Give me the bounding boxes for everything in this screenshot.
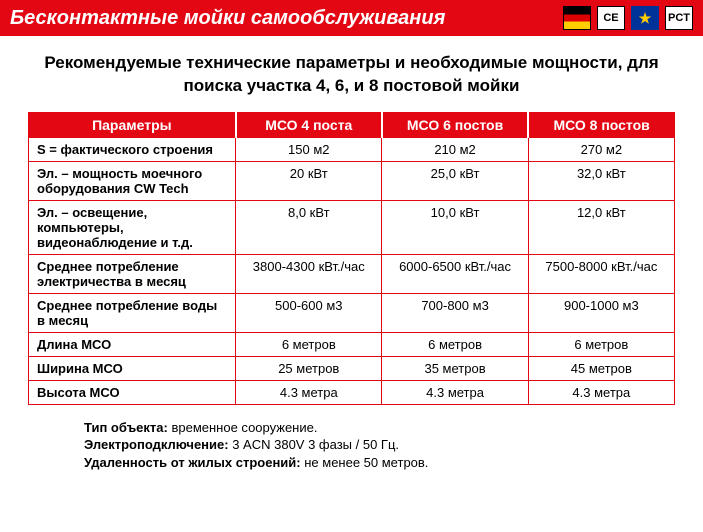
table-row: Эл. – освещение, компьютеры, видеонаблюд…: [29, 200, 675, 254]
spec-table-wrap: Параметры МСО 4 поста МСО 6 постов МСО 8…: [0, 112, 703, 405]
table-header-row: Параметры МСО 4 поста МСО 6 постов МСО 8…: [29, 112, 675, 137]
param-cell: Эл. – мощность моечного оборудования CW …: [29, 161, 236, 200]
table-row: Высота МСО 4.3 метра 4.3 метра 4.3 метра: [29, 380, 675, 404]
param-cell: Длина МСО: [29, 332, 236, 356]
val-cell: 25,0 кВт: [382, 161, 528, 200]
table-row: S = фактического строения 150 м2 210 м2 …: [29, 137, 675, 161]
table-row: Ширина МСО 25 метров 35 метров 45 метров: [29, 356, 675, 380]
page-headline: Рекомендуемые технические параметры и не…: [20, 52, 683, 98]
col-header-parameters: Параметры: [29, 112, 236, 137]
val-cell: 900-1000 м3: [528, 293, 674, 332]
val-cell: 45 метров: [528, 356, 674, 380]
val-cell: 6 метров: [236, 332, 382, 356]
val-cell: 500-600 м3: [236, 293, 382, 332]
val-cell: 210 м2: [382, 137, 528, 161]
note-label: Удаленность от жилых строений:: [84, 455, 301, 470]
footer-notes: Тип объекта: временное сооружение. Элект…: [84, 419, 703, 472]
table-row: Эл. – мощность моечного оборудования CW …: [29, 161, 675, 200]
note-label: Электроподключение:: [84, 437, 229, 452]
val-cell: 6000-6500 кВт./час: [382, 254, 528, 293]
note-line: Тип объекта: временное сооружение.: [84, 419, 703, 437]
table-row: Среднее потребление электричества в меся…: [29, 254, 675, 293]
val-cell: 35 метров: [382, 356, 528, 380]
param-cell: Среднее потребление электричества в меся…: [29, 254, 236, 293]
val-cell: 4.3 метра: [382, 380, 528, 404]
cert-icons: CE ★ PCT: [563, 6, 693, 30]
spec-table: Параметры МСО 4 поста МСО 6 постов МСО 8…: [28, 112, 675, 405]
note-text: не менее 50 метров.: [301, 455, 429, 470]
val-cell: 8,0 кВт: [236, 200, 382, 254]
eu-flag-icon: ★: [631, 6, 659, 30]
banner-title: Бесконтактные мойки самообслуживания: [10, 7, 563, 30]
val-cell: 32,0 кВт: [528, 161, 674, 200]
col-header-mso6: МСО 6 постов: [382, 112, 528, 137]
val-cell: 10,0 кВт: [382, 200, 528, 254]
param-cell: Среднее потребление воды в месяц: [29, 293, 236, 332]
val-cell: 12,0 кВт: [528, 200, 674, 254]
flag-de-icon: [563, 6, 591, 30]
note-text: 3 ACN 380V 3 фазы / 50 Гц.: [229, 437, 399, 452]
param-cell: S = фактического строения: [29, 137, 236, 161]
val-cell: 700-800 м3: [382, 293, 528, 332]
val-cell: 20 кВт: [236, 161, 382, 200]
col-header-mso8: МСО 8 постов: [528, 112, 674, 137]
val-cell: 150 м2: [236, 137, 382, 161]
pct-mark-icon: PCT: [665, 6, 693, 30]
val-cell: 4.3 метра: [236, 380, 382, 404]
note-label: Тип объекта:: [84, 420, 168, 435]
note-text: временное сооружение.: [168, 420, 318, 435]
val-cell: 6 метров: [382, 332, 528, 356]
val-cell: 25 метров: [236, 356, 382, 380]
param-cell: Ширина МСО: [29, 356, 236, 380]
note-line: Электроподключение: 3 ACN 380V 3 фазы / …: [84, 436, 703, 454]
val-cell: 7500-8000 кВт./час: [528, 254, 674, 293]
table-row: Среднее потребление воды в месяц 500-600…: [29, 293, 675, 332]
ce-mark-icon: CE: [597, 6, 625, 30]
val-cell: 6 метров: [528, 332, 674, 356]
val-cell: 4.3 метра: [528, 380, 674, 404]
param-cell: Эл. – освещение, компьютеры, видеонаблюд…: [29, 200, 236, 254]
col-header-mso4: МСО 4 поста: [236, 112, 382, 137]
header-banner: Бесконтактные мойки самообслуживания CE …: [0, 0, 703, 36]
table-body: S = фактического строения 150 м2 210 м2 …: [29, 137, 675, 404]
param-cell: Высота МСО: [29, 380, 236, 404]
val-cell: 270 м2: [528, 137, 674, 161]
table-row: Длина МСО 6 метров 6 метров 6 метров: [29, 332, 675, 356]
note-line: Удаленность от жилых строений: не менее …: [84, 454, 703, 472]
val-cell: 3800-4300 кВт./час: [236, 254, 382, 293]
